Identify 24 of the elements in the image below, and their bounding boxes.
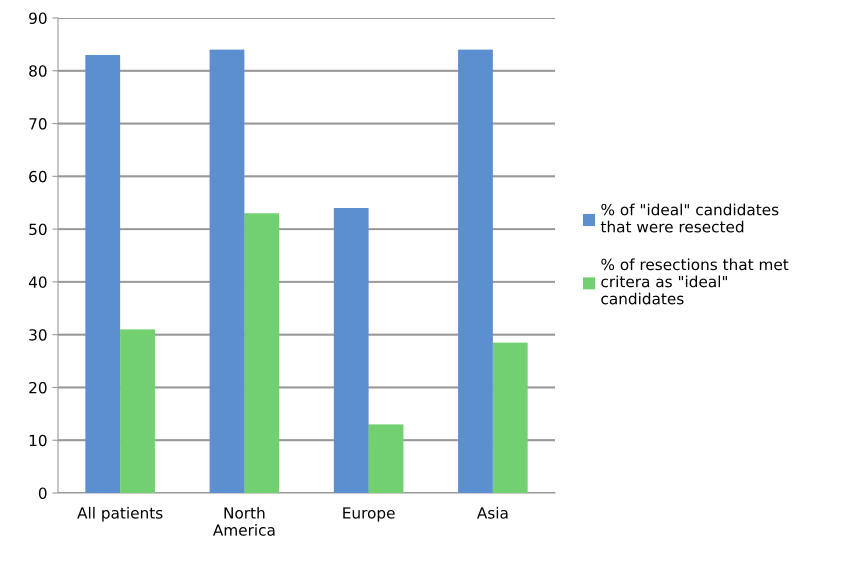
x-tick-label: Europe xyxy=(343,507,395,522)
x-tick-label: All patients xyxy=(77,506,162,522)
legend-label: % of resections that met critera as "ideal" candidates xyxy=(601,258,788,304)
y-tick-label: 80 xyxy=(29,65,47,77)
y-tick-label: 30 xyxy=(29,329,47,341)
y-tick-label: 10 xyxy=(30,434,47,446)
y-tick-label: 20 xyxy=(29,382,47,394)
bar xyxy=(368,424,404,493)
bar xyxy=(210,50,244,493)
x-tick-label: North America xyxy=(212,506,274,536)
bar xyxy=(458,50,493,493)
legend-label: % of "ideal" candidates that were resected xyxy=(600,204,778,233)
y-tick-label: 50 xyxy=(29,224,47,236)
y-tick-label: 60 xyxy=(29,170,47,182)
x-tick-label: Asia xyxy=(476,506,508,519)
y-tick-label: 70 xyxy=(29,118,47,130)
bar xyxy=(334,208,369,493)
y-tick-label: 0 xyxy=(38,487,47,500)
y-tick-label: 90 xyxy=(29,12,47,24)
bar xyxy=(120,329,155,493)
y-tick-label: 40 xyxy=(28,276,47,288)
bar xyxy=(492,342,528,493)
bar xyxy=(244,213,280,493)
bar xyxy=(85,54,120,493)
